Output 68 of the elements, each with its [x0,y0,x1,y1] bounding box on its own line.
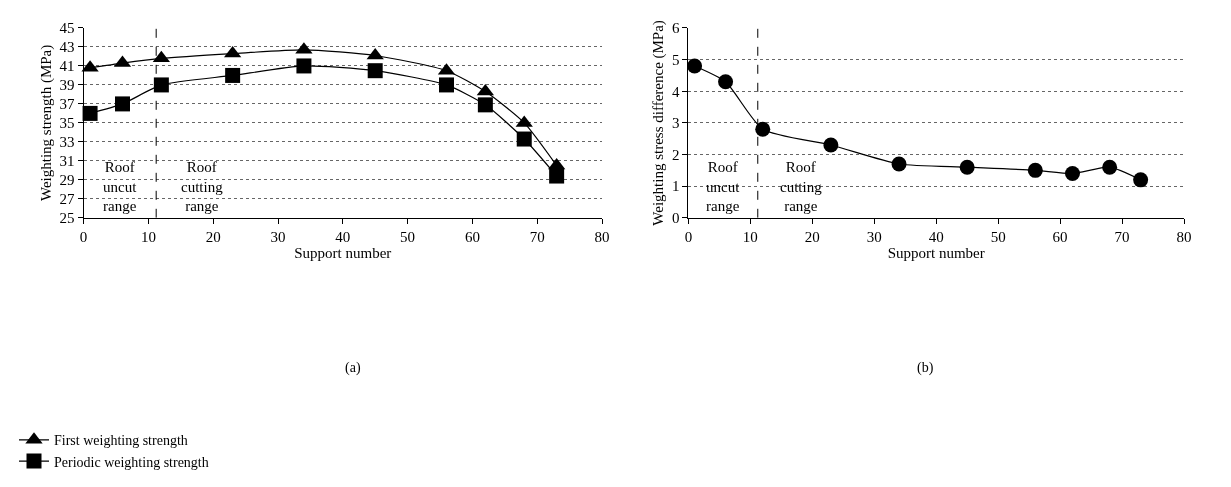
point [959,159,975,175]
point [891,156,907,172]
y-tick-label: 3 [671,115,680,132]
y-axis-title: Weighting strength (MPa) [37,44,55,202]
x-tick-label: 70 [1114,228,1130,245]
point [296,58,312,74]
point [1133,172,1149,188]
legend-label: First weighting strength [54,433,188,449]
y-tick-label: 2 [671,146,680,163]
y-tick-label: 37 [59,96,76,113]
y-tick-label: 35 [59,115,75,132]
x-tick-label: 50 [990,228,1006,245]
x-tick-label: 60 [464,228,480,245]
annotation: Roof uncut range [103,159,138,214]
y-tick-label: 5 [671,51,680,68]
point [516,131,532,147]
x-tick-label: 40 [335,228,351,245]
y-axis-title: Weighting stress difference (MPa) [650,20,668,226]
point [225,67,241,83]
point [367,63,383,79]
y-tick-label: 29 [59,172,75,189]
x-tick-label: 80 [1176,228,1192,245]
point [477,97,493,113]
y-tick-label: 39 [59,77,75,94]
x-tick-label: 30 [270,228,286,245]
x-tick-label: 60 [1052,228,1068,245]
x-axis-title: Support number [294,244,392,261]
x-tick-label: 70 [529,228,545,245]
point [1102,159,1118,175]
x-tick-label: 10 [140,228,156,245]
annotation: Roof cutting range [181,159,224,214]
y-tick-label: 27 [59,191,76,208]
x-tick-label: 0 [684,228,693,245]
point [1027,162,1043,178]
legend-label: Periodic weighting strength [54,454,209,470]
y-tick-label: 0 [671,210,680,227]
y-tick-label: 25 [59,210,75,227]
text: (b) [917,360,934,376]
x-tick-label: 10 [742,228,758,245]
y-tick-label: 43 [59,39,75,56]
y-tick-label: 41 [59,58,75,75]
point [82,105,98,121]
y-tick-label: 1 [671,178,680,195]
y-tick-label: 33 [59,134,75,151]
point [823,137,839,153]
x-tick-label: 80 [594,228,610,245]
x-tick-label: 40 [928,228,944,245]
y-tick-label: 4 [671,83,680,100]
y-tick-label: 45 [59,20,75,37]
point [114,96,130,112]
y-tick-label: 31 [59,153,75,170]
point [438,77,454,93]
point [755,121,771,137]
x-tick-label: 0 [79,228,88,245]
x-tick-label: 20 [205,228,221,245]
point [687,58,703,74]
point [1065,166,1080,181]
x-tick-label: 20 [804,228,820,245]
annotation: Roof uncut range [706,159,741,214]
point [153,77,169,93]
x-axis-title: Support number [887,244,985,261]
annotation: Roof cutting range [780,159,823,214]
point [549,168,565,184]
text: (a) [345,360,361,376]
y-tick-label: 6 [671,20,680,37]
point [718,74,734,90]
x-tick-label: 30 [866,228,882,245]
x-tick-label: 50 [400,228,416,245]
